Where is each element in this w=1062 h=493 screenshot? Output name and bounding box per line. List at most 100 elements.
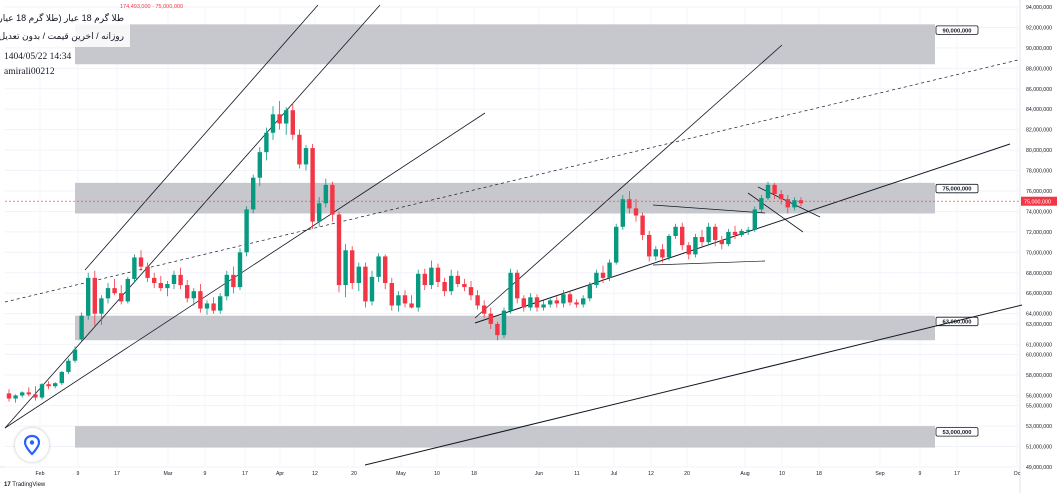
candle xyxy=(132,254,137,283)
candle-body xyxy=(515,272,520,299)
candle-body xyxy=(541,304,546,308)
candle xyxy=(79,312,84,342)
candle xyxy=(482,300,487,318)
candle xyxy=(198,284,203,313)
candle xyxy=(785,195,790,214)
candle-body xyxy=(33,394,38,398)
candle xyxy=(350,246,355,290)
candle xyxy=(244,206,249,257)
candle xyxy=(501,307,507,339)
y-tick-label: 78,000,000 xyxy=(1026,169,1052,175)
y-tick-label: 70,000,000 xyxy=(1026,250,1052,256)
candle xyxy=(26,387,31,397)
candle-body xyxy=(475,295,480,306)
candle-body xyxy=(277,114,282,124)
zone-label-box xyxy=(935,427,979,437)
y-tick-label: 90,000,000 xyxy=(1026,46,1052,52)
candle xyxy=(468,280,474,301)
trend-line xyxy=(84,4,319,271)
x-tick-label: 11 xyxy=(574,471,579,477)
x-tick-label: 12 xyxy=(648,471,654,477)
zone-label-box xyxy=(935,183,979,194)
candle-body xyxy=(534,297,540,308)
candle-body xyxy=(567,294,573,303)
candle-body xyxy=(303,148,309,165)
candle xyxy=(303,145,309,171)
y-tick-label: 72,000,000 xyxy=(1026,230,1052,236)
candle xyxy=(224,270,229,301)
x-tick-label: Apr xyxy=(276,471,284,477)
candle xyxy=(633,199,639,222)
candle xyxy=(204,300,210,315)
candle-body xyxy=(204,303,210,309)
zone-label: 75,000,000 xyxy=(942,187,971,193)
price-zone xyxy=(75,24,935,65)
candle-body xyxy=(409,303,414,308)
x-tick-label: 10 xyxy=(779,471,785,477)
candle xyxy=(145,262,150,282)
candle-body xyxy=(653,249,658,257)
candle xyxy=(554,296,559,308)
candle xyxy=(290,103,295,140)
y-tick-label: 55,000,000 xyxy=(1026,404,1052,410)
candle xyxy=(389,277,394,311)
candle xyxy=(574,299,579,308)
candle xyxy=(264,127,269,161)
candle-body xyxy=(785,199,790,208)
candle-body xyxy=(422,273,427,286)
candle xyxy=(119,285,124,305)
candle-body xyxy=(79,315,84,340)
candle xyxy=(521,295,526,312)
candle-body xyxy=(59,371,64,384)
candle xyxy=(356,262,361,292)
candle xyxy=(284,107,289,135)
candle-body xyxy=(145,266,150,278)
x-tick-label: May xyxy=(396,471,406,477)
candle xyxy=(746,226,751,235)
candle-body xyxy=(350,250,355,283)
candle xyxy=(165,280,170,297)
candle-body xyxy=(726,231,731,245)
candle-body xyxy=(198,291,203,309)
candle-body xyxy=(356,266,361,283)
candle-body xyxy=(363,266,368,302)
candle-body xyxy=(600,272,606,278)
candle xyxy=(567,291,573,306)
candle-body xyxy=(739,230,744,235)
candle xyxy=(251,174,256,214)
price-zone xyxy=(75,426,935,448)
candle xyxy=(772,182,777,200)
candle xyxy=(706,222,711,246)
candle xyxy=(218,293,223,314)
candle xyxy=(442,277,447,297)
candle xyxy=(211,297,216,314)
candle xyxy=(686,242,691,260)
alert-marker[interactable] xyxy=(15,428,49,462)
x-tick-label: 17 xyxy=(954,471,960,477)
candle xyxy=(640,212,645,241)
y-tick-label: 58,000,000 xyxy=(1026,373,1052,379)
candle-body xyxy=(779,194,784,200)
candle-body xyxy=(719,240,724,245)
candle-body xyxy=(244,209,249,253)
candle-body xyxy=(462,284,467,288)
x-tick-label: 17 xyxy=(114,471,120,477)
trend-line xyxy=(747,192,804,233)
candle xyxy=(86,272,91,320)
x-tick-label: Jul xyxy=(611,471,618,477)
candle xyxy=(99,295,104,325)
candle xyxy=(614,223,619,265)
x-tick-label: 18 xyxy=(471,471,477,477)
candle xyxy=(534,294,540,312)
candle-body xyxy=(548,300,553,305)
y-tick-label: 63,000,000 xyxy=(1026,322,1052,328)
candle-body xyxy=(86,277,91,316)
candle xyxy=(376,253,381,282)
candle-body xyxy=(125,278,130,302)
x-tick-label: 12 xyxy=(312,471,318,477)
candle-body xyxy=(759,198,764,210)
x-tick-label: 20 xyxy=(351,471,357,477)
publish-datetime: 1404/05/22 14:34 xyxy=(4,52,72,62)
